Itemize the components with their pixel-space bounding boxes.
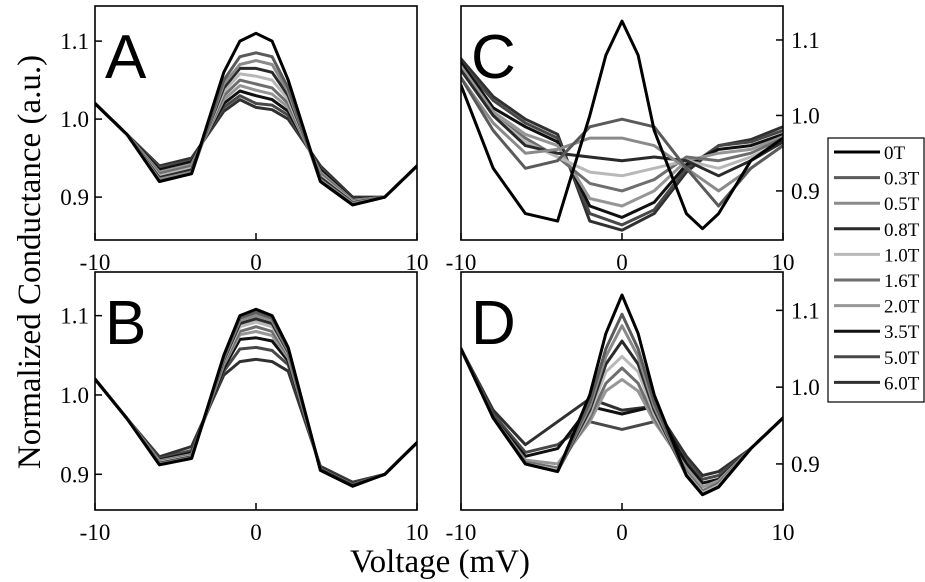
legend-label: 0T: [884, 143, 906, 164]
x-tick-label: 10: [406, 520, 429, 545]
y-tick-label: 1.0: [60, 107, 89, 132]
series-group: [461, 19, 783, 232]
x-tick-label: 0: [250, 520, 262, 545]
series-line-5p0t: [461, 347, 783, 481]
series-line-5p0t: [461, 61, 783, 227]
panel-label: D: [471, 289, 516, 358]
legend-label: 1.0T: [884, 245, 920, 266]
y-tick-label: 1.1: [60, 29, 89, 54]
y-tick-label: 1.1: [791, 298, 820, 323]
legend-item: 6.0T: [834, 373, 920, 394]
x-tick-label: -10: [446, 520, 477, 545]
series-group: [95, 31, 417, 207]
series-line-6p0t: [95, 98, 417, 199]
series-line-0p5t: [461, 76, 783, 193]
y-tick-label: 0.9: [60, 462, 89, 487]
series-line-5p0t: [95, 94, 417, 201]
series-line-0t: [95, 307, 417, 488]
y-tick-label: 1.1: [60, 304, 89, 329]
legend-label: 3.5T: [884, 322, 920, 343]
series-line-1p0t: [461, 68, 783, 178]
x-tick-label: 10: [406, 250, 429, 275]
panel-label: A: [105, 23, 147, 92]
series-group: [95, 307, 417, 488]
panel-label: C: [471, 23, 516, 92]
series-line-6p0t: [461, 347, 783, 477]
legend-label: 1.6T: [884, 271, 920, 292]
x-tick-label: -10: [446, 250, 477, 275]
x-tick-label: -10: [80, 520, 111, 545]
y-axis-label: Normalized Conductance (a.u.): [12, 55, 48, 469]
legend-item: 0.3T: [834, 169, 920, 190]
legend-item: 0T: [834, 143, 906, 164]
series-line-2p0t: [461, 347, 783, 489]
legend-item: 3.5T: [834, 322, 920, 343]
series-line-1p0t: [95, 72, 417, 204]
x-axis-label: Voltage (mV): [350, 544, 530, 580]
series-line-1p6t: [95, 78, 417, 203]
panels: -10 0 10 0.9 1.0 1.1 A -10 0 10 0.9 1.0 1.1 B -10 0 10 0.…: [60, 5, 820, 545]
series-line-2p0t: [461, 64, 783, 208]
series-line-1p6t: [461, 68, 783, 193]
y-tick-label: 0.9: [791, 179, 820, 204]
legend: 0T 0.3T 0.5T 0.8T 1.0T 1.6T 2.0T 3.5T 5.0T 6.0T: [827, 137, 925, 403]
panel-b: -10 0 10 0.9 1.0 1.1 B: [60, 271, 429, 545]
legend-item: 1.0T: [834, 245, 920, 266]
series-line-1p6t: [461, 347, 783, 493]
legend-item: 5.0T: [834, 348, 920, 369]
series-line-0p8t: [461, 68, 783, 178]
y-tick-label: 1.1: [791, 28, 820, 53]
x-tick-label: 10: [772, 250, 795, 275]
panel-c: -10 0 10 0.9 1.0 1.1 C: [446, 5, 820, 275]
legend-item: 2.0T: [834, 297, 920, 318]
series-line-6p0t: [95, 357, 417, 484]
y-tick-label: 1.0: [60, 383, 89, 408]
y-tick-label: 0.9: [60, 185, 89, 210]
legend-item: 0.5T: [834, 194, 920, 215]
series-line-0t: [461, 19, 783, 231]
panel-a: -10 0 10 0.9 1.0 1.1 A: [60, 5, 429, 275]
x-tick-label: 0: [250, 250, 262, 275]
series-line-0t: [461, 293, 783, 497]
legend-items: 0T 0.3T 0.5T 0.8T 1.0T 1.6T 2.0T 3.5T 5.0T 6.0T: [834, 143, 920, 394]
legend-label: 5.0T: [884, 348, 920, 369]
legend-label: 2.0T: [884, 297, 920, 318]
legend-item: 0.8T: [834, 220, 920, 241]
legend-label: 6.0T: [884, 373, 920, 394]
y-tick-label: 1.0: [791, 103, 820, 128]
x-tick-label: 0: [616, 520, 628, 545]
x-tick-label: 10: [772, 520, 795, 545]
panel-d: -10 0 10 0.9 1.0 1.1 D: [446, 271, 820, 545]
series-line-1p0t: [461, 347, 783, 495]
series-group: [461, 293, 783, 497]
series-line-0p8t: [461, 339, 783, 497]
series-line-3p5t: [461, 61, 783, 219]
x-tick-label: 0: [616, 250, 628, 275]
y-tick-label: 0.9: [791, 452, 820, 477]
legend-item: 1.6T: [834, 271, 920, 292]
y-tick-label: 1.0: [791, 375, 820, 400]
legend-label: 0.8T: [884, 220, 920, 241]
series-line-5p0t: [95, 345, 417, 485]
series-line-0t: [95, 31, 417, 207]
panel-label: B: [105, 289, 146, 358]
legend-label: 0.5T: [884, 194, 920, 215]
legend-label: 0.3T: [884, 169, 920, 190]
x-tick-label: -10: [80, 250, 111, 275]
